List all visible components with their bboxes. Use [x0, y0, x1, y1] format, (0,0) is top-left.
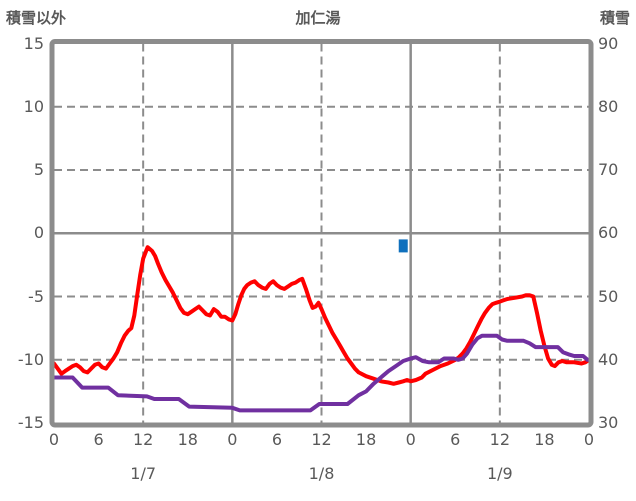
- page-title: 加仁湯: [295, 9, 341, 27]
- y-left-tick-label: 0: [33, 223, 44, 243]
- x-tick-label: 0: [405, 430, 416, 449]
- temperature-purple-line: [52, 333, 591, 413]
- y-left-tick-label: -15: [17, 413, 44, 432]
- x-tick-label: 18: [355, 430, 377, 449]
- x-tick-label: 0: [583, 430, 595, 449]
- x-tick-label: 6: [271, 430, 282, 449]
- x-tick-label: 0: [227, 430, 238, 449]
- y-right-tick-label: 40: [598, 349, 619, 369]
- y-left-tick-label: -10: [17, 349, 44, 369]
- temperature-red-line: [52, 245, 591, 386]
- x-tick-label: 12: [311, 430, 332, 449]
- y-left-tick-label: 10: [23, 96, 44, 116]
- y-left-tick-label: 5: [33, 160, 44, 179]
- x-date-label: 1/8: [308, 464, 335, 483]
- x-tick-label: 12: [132, 430, 154, 449]
- chart-frame: [49, 39, 594, 428]
- left-axis-title: 積雪以外: [6, 9, 67, 27]
- y-right-tick-label: 90: [598, 33, 619, 53]
- x-date-label: 1/9: [486, 464, 513, 483]
- right-axis-title: 積雪: [599, 9, 630, 27]
- x-tick-label: 18: [534, 430, 555, 449]
- x-date-label: 1/7: [130, 464, 157, 483]
- y-right-tick-label: 50: [598, 286, 619, 306]
- y-right-tick-label: 60: [598, 223, 619, 243]
- snow-depth-marker: [398, 239, 408, 253]
- y-left-tick-label: 15: [23, 33, 44, 53]
- y-right-tick-label: 80: [598, 96, 619, 116]
- x-tick-label: 0: [48, 430, 60, 449]
- y-right-tick-label: 70: [598, 160, 619, 179]
- x-tick-label: 18: [177, 430, 198, 449]
- x-tick-label: 6: [93, 430, 104, 449]
- x-tick-label: 6: [450, 430, 461, 449]
- y-left-tick-label: -5: [28, 286, 44, 306]
- y-right-tick-label: 30: [598, 413, 619, 432]
- x-tick-label: 12: [489, 430, 511, 449]
